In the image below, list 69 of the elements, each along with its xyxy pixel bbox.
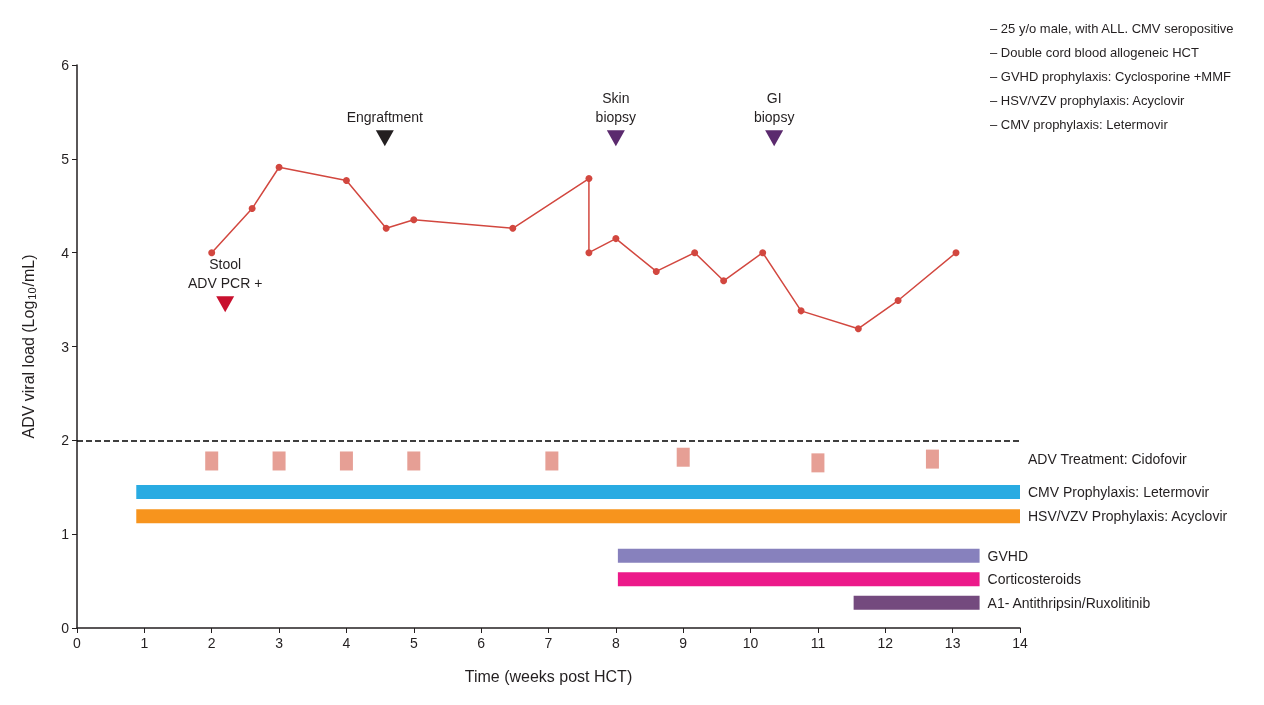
- y-tick-label: 2: [61, 432, 70, 449]
- series-label: HSV/VZV Prophylaxis: Acyclovir: [1028, 508, 1228, 525]
- point: [248, 205, 256, 213]
- x-tick-label: 7: [544, 635, 553, 651]
- x-tick-label: 3: [275, 635, 284, 651]
- series-label: GVHD: [987, 547, 1029, 564]
- series-label: CMV Prophylaxis: Letermovir: [1028, 483, 1210, 500]
- y-tick-label: 3: [61, 338, 70, 355]
- y-tick-label: 6: [61, 57, 70, 73]
- y-tick-label: 4: [61, 244, 70, 261]
- x-tick-label: 9: [679, 635, 688, 651]
- point: [272, 451, 286, 471]
- x-tick-label: 14: [1012, 635, 1028, 651]
- series-label: Corticosteroids: [987, 571, 1081, 588]
- point: [275, 163, 283, 171]
- annotation: – GVHD prophylaxis: Cyclosporine +MMF: [990, 69, 1231, 84]
- annotation: Engraftment: [346, 108, 424, 125]
- point: [375, 130, 394, 147]
- y-tick-label: 0: [61, 620, 70, 636]
- x-tick-label: 6: [477, 635, 486, 651]
- point: [606, 130, 625, 147]
- point: [339, 451, 353, 471]
- point: [811, 453, 825, 473]
- point: [216, 296, 235, 313]
- point: [410, 216, 418, 224]
- series-label: A1- Antithripsin/Ruxolitinib: [987, 594, 1151, 611]
- point: [952, 249, 960, 257]
- point: [208, 249, 216, 257]
- annotation: – HSV/VZV prophylaxis: Acyclovir: [990, 93, 1186, 108]
- text: – Double cord blood allogeneic HCT: [990, 45, 1199, 60]
- x-tick-label: 1: [140, 635, 149, 651]
- x-tick-label: 13: [944, 635, 961, 651]
- x-tick-label: 8: [611, 635, 620, 651]
- point: [765, 130, 784, 147]
- point: [585, 249, 593, 257]
- point: [382, 224, 390, 232]
- point: [854, 325, 862, 333]
- x-tick-label: 10: [742, 635, 759, 651]
- text: – 25 y/o male, with ALL. CMV seropositive: [990, 21, 1234, 36]
- point: [797, 307, 805, 315]
- x-tick-label: 0: [73, 635, 82, 651]
- x-tick-label: 4: [342, 635, 351, 651]
- point: [759, 249, 767, 257]
- point: [652, 267, 660, 275]
- y-tick-label: 5: [61, 150, 70, 167]
- x-tick-label: 12: [877, 635, 894, 651]
- point: [612, 235, 620, 243]
- point: [342, 176, 350, 184]
- annotation: GI biopsy: [753, 89, 795, 125]
- annotation: – CMV prophylaxis: Letermovir: [990, 117, 1169, 132]
- x-axis-title: Time (weeks post HCT): [464, 667, 633, 685]
- annotation: Skin biopsy: [595, 89, 637, 125]
- point: [676, 447, 690, 467]
- point: [720, 277, 728, 285]
- point: [545, 451, 559, 471]
- point: [894, 297, 902, 305]
- y-tick-label: 1: [61, 526, 70, 543]
- point: [925, 449, 939, 469]
- point: [509, 224, 517, 232]
- y-axis-title: ADV viral load (Log10/mL): [20, 254, 38, 439]
- point: [691, 249, 699, 257]
- point: [585, 175, 593, 183]
- annotation: Stool ADV PCR +: [188, 255, 263, 291]
- x-tick-label: 5: [409, 635, 418, 651]
- x-tick-label: 11: [810, 635, 826, 651]
- point: [205, 451, 219, 471]
- text: ADV Treatment: Cidofovir: [1028, 451, 1188, 468]
- x-tick-label: 2: [207, 635, 216, 651]
- point: [407, 451, 421, 471]
